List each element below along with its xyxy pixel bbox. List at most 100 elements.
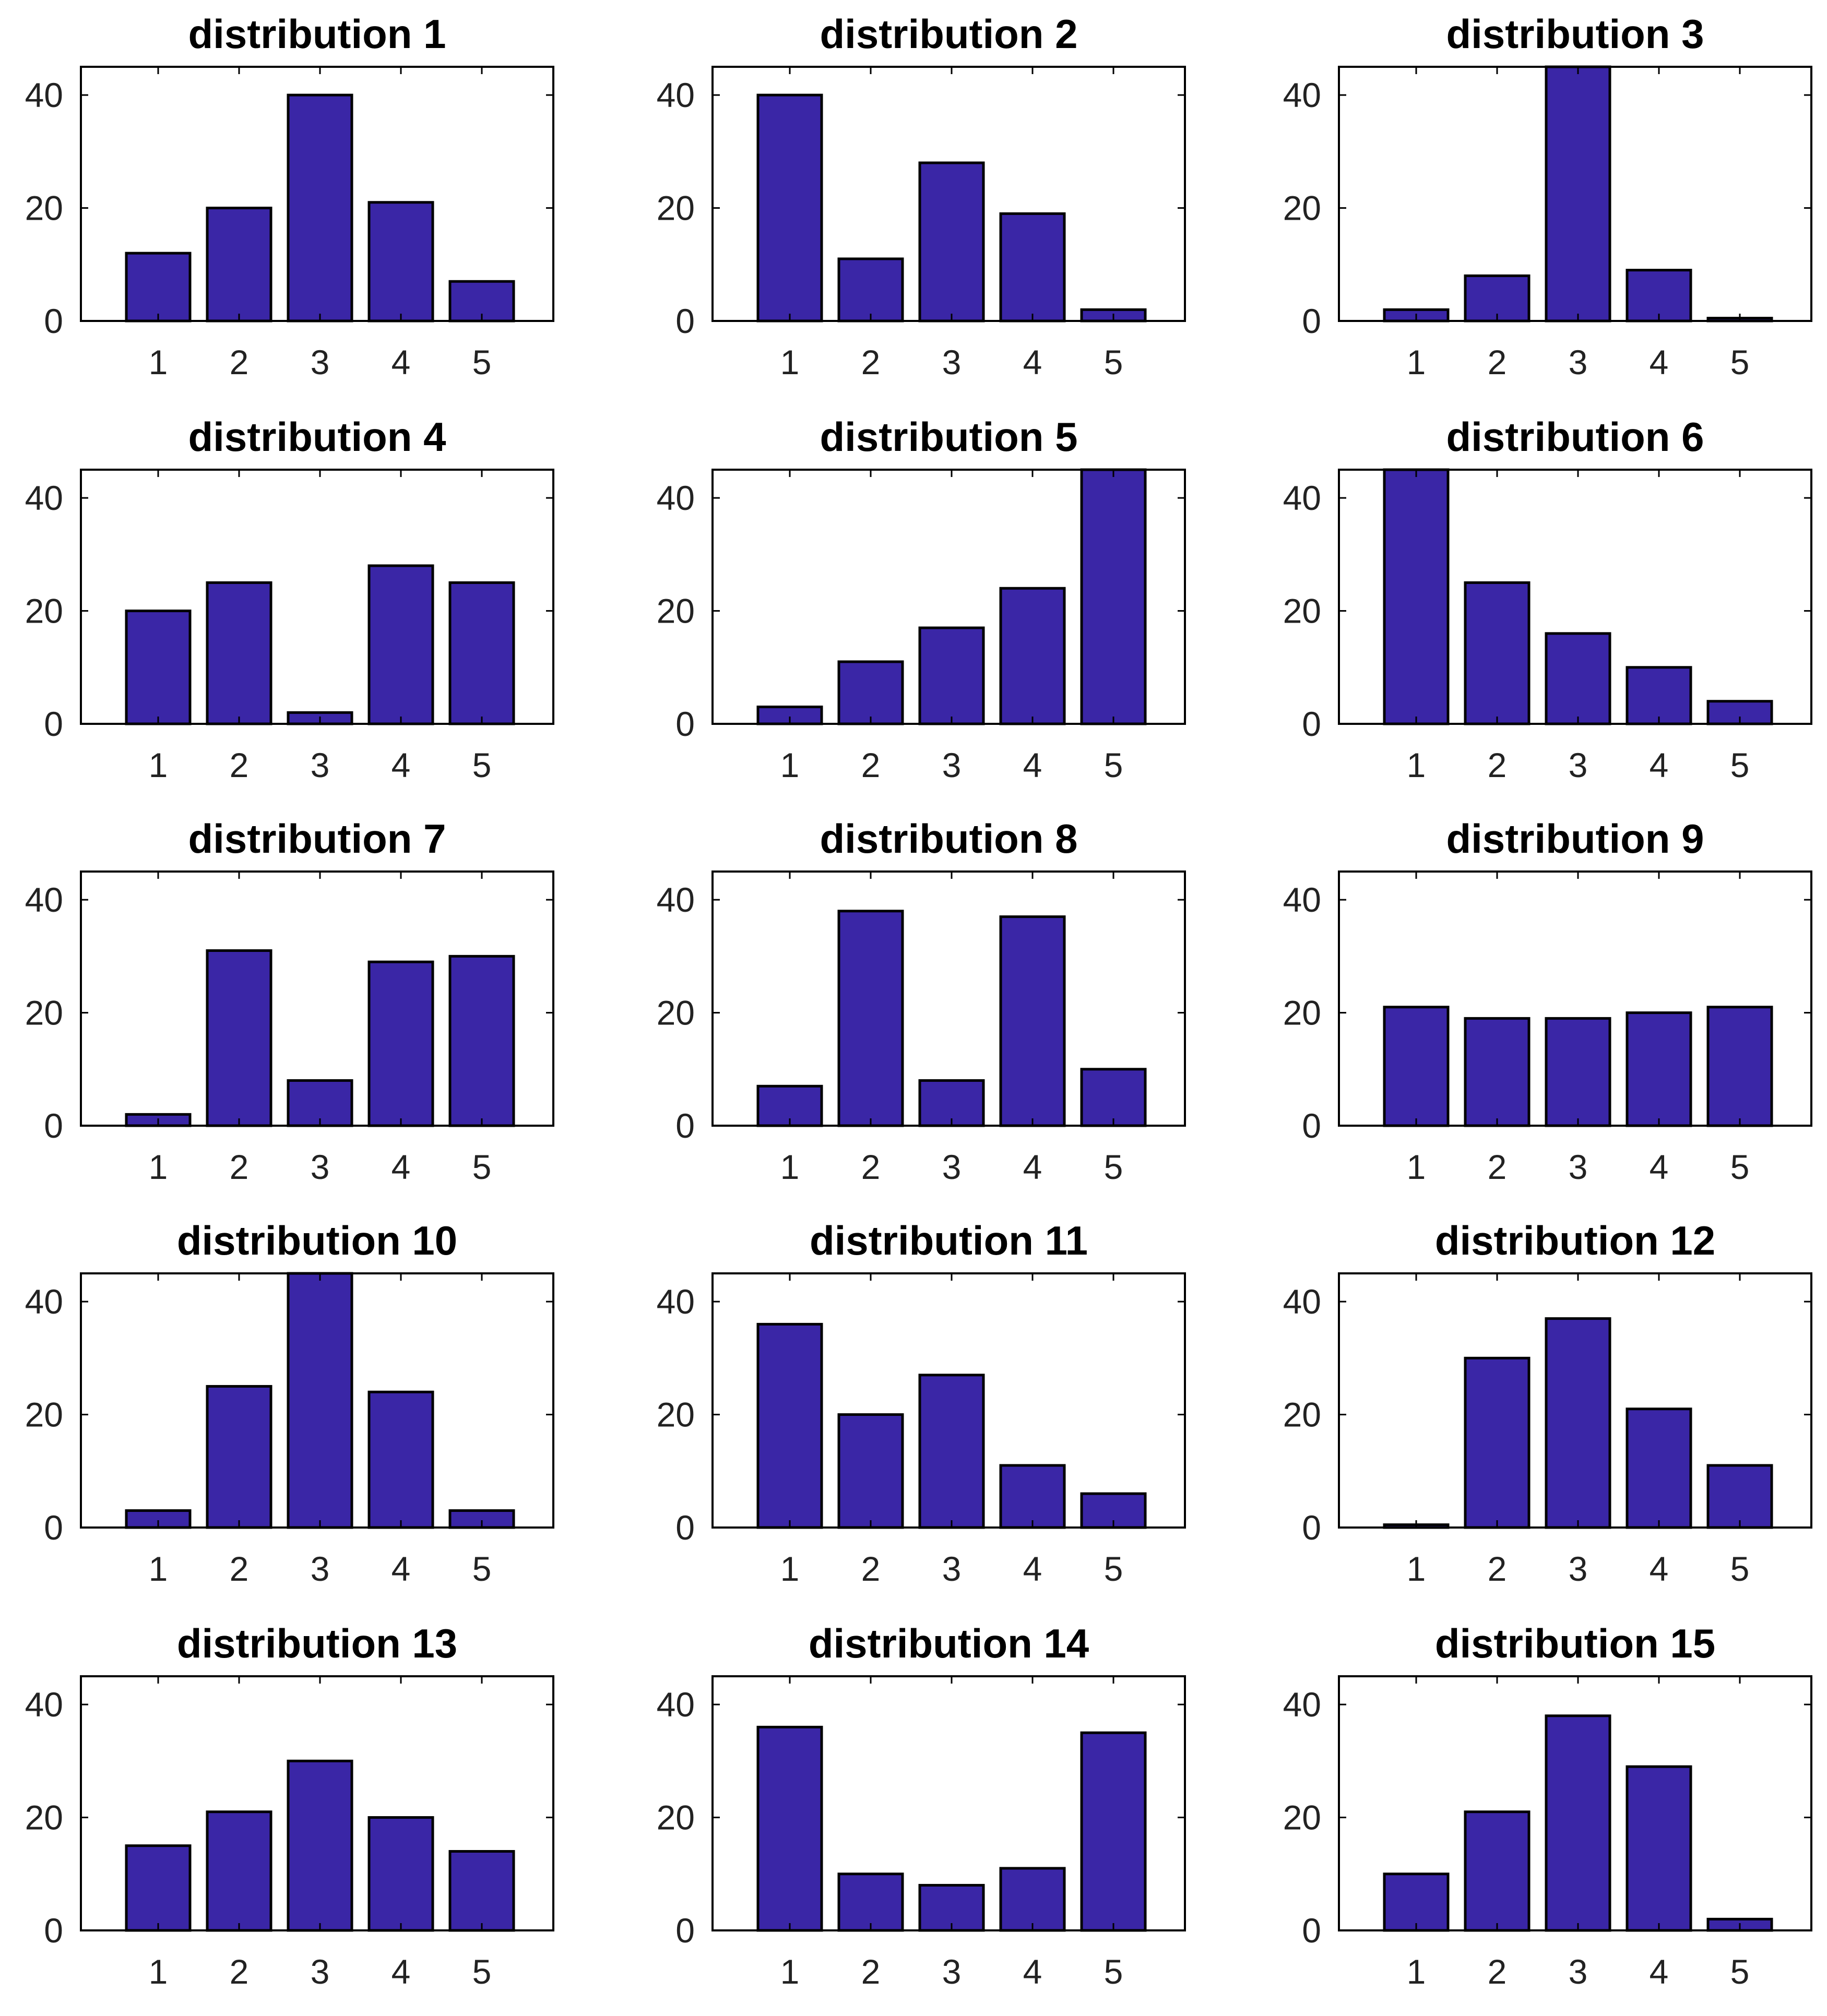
x-tick-label: 1	[780, 343, 800, 381]
bar-4	[999, 212, 1066, 323]
bar-1	[756, 1322, 823, 1529]
x-tick-label: 4	[1023, 1952, 1042, 1991]
x-tick-label: 3	[1569, 343, 1588, 381]
x-tick-label: 2	[230, 1148, 249, 1186]
panel-title: distribution 8	[820, 816, 1078, 862]
y-tick-label: 20	[1283, 1798, 1321, 1837]
y-tick-label: 40	[1283, 1685, 1321, 1724]
x-tick-label: 4	[1023, 1549, 1042, 1588]
bar-3	[918, 1079, 985, 1127]
x-tick-label: 5	[1104, 1549, 1123, 1588]
bar-4	[1626, 666, 1692, 725]
bar-4	[999, 1464, 1066, 1529]
y-tick-label: 20	[657, 994, 695, 1032]
y-tick-label: 40	[657, 76, 695, 114]
x-tick-label: 3	[942, 746, 962, 784]
y-tick-label: 40	[1283, 479, 1321, 517]
x-tick-label: 5	[1104, 1952, 1123, 1991]
bar-2	[206, 1810, 272, 1932]
x-tick-label: 2	[1488, 746, 1507, 784]
x-tick-label: 3	[311, 343, 330, 381]
y-tick-label: 40	[25, 76, 63, 114]
x-tick-label: 4	[392, 1549, 411, 1588]
x-tick-label: 2	[1488, 1148, 1507, 1186]
panel-14: distribution 14 0 20 40 1 2 3 4 5	[657, 1620, 1186, 1991]
panel-4: distribution 4 0 20 40 1 2 3 4 5	[25, 414, 554, 784]
bar-2	[1464, 581, 1531, 725]
panel-15: distribution 15 0 20 40 1 2 3 4 5	[1283, 1620, 1812, 1991]
bar-1	[1383, 1006, 1450, 1127]
x-tick-label: 4	[1650, 1549, 1669, 1588]
panel-title: distribution 5	[820, 414, 1078, 460]
y-tick-label: 40	[1283, 1282, 1321, 1321]
bar-2	[837, 660, 904, 725]
x-tick-label: 2	[230, 1549, 249, 1588]
x-tick-label: 4	[1023, 746, 1042, 784]
y-tick-label: 20	[1283, 189, 1321, 228]
panel-title: distribution 12	[1435, 1218, 1715, 1263]
bar-1	[125, 1844, 192, 1932]
bar-3	[918, 1883, 985, 1932]
x-tick-label: 5	[1104, 746, 1123, 784]
bar-4	[1626, 1765, 1692, 1932]
bar-1	[1383, 468, 1450, 725]
bar-3	[287, 93, 353, 323]
x-tick-label: 5	[1730, 1148, 1750, 1186]
x-tick-label: 4	[1023, 1148, 1042, 1186]
panel-title: distribution 4	[188, 414, 446, 460]
x-tick-label: 1	[1407, 1549, 1426, 1588]
bar-5	[1706, 1464, 1773, 1529]
bar-3	[918, 626, 985, 725]
y-tick-label: 0	[1302, 1106, 1321, 1145]
bar-4	[367, 564, 434, 725]
bar-3	[1545, 65, 1611, 323]
x-tick-label: 2	[230, 746, 249, 784]
x-tick-label: 2	[861, 1952, 881, 1991]
bar-3	[287, 1759, 353, 1932]
y-tick-label: 20	[1283, 1395, 1321, 1434]
x-tick-label: 5	[472, 1148, 492, 1186]
x-tick-label: 5	[472, 1549, 492, 1588]
panel-12: distribution 12 0 20 40 1 2 3 4 5	[1283, 1218, 1812, 1588]
y-tick-label: 0	[44, 302, 63, 340]
bar-2	[206, 581, 272, 725]
y-tick-label: 0	[675, 705, 695, 743]
x-tick-label: 4	[1650, 1148, 1669, 1186]
x-tick-label: 5	[1730, 1952, 1750, 1991]
y-tick-label: 20	[25, 994, 63, 1032]
bar-2	[206, 1385, 272, 1529]
x-tick-label: 4	[1650, 1952, 1669, 1991]
x-tick-label: 3	[1569, 1952, 1588, 1991]
y-tick-label: 0	[44, 1106, 63, 1145]
bar-4	[999, 1867, 1066, 1932]
x-tick-label: 1	[149, 343, 168, 381]
x-tick-label: 2	[1488, 343, 1507, 381]
bar-3	[287, 1272, 353, 1529]
y-tick-label: 0	[44, 705, 63, 743]
panel-title: distribution 2	[820, 11, 1078, 57]
bar-3	[918, 1374, 985, 1529]
y-tick-label: 20	[25, 1395, 63, 1434]
x-tick-label: 3	[942, 343, 962, 381]
x-tick-label: 1	[149, 1952, 168, 1991]
x-tick-label: 2	[1488, 1952, 1507, 1991]
panel-title: distribution 6	[1446, 414, 1704, 460]
x-tick-label: 1	[149, 1148, 168, 1186]
bar-1	[1383, 1872, 1450, 1932]
x-tick-label: 3	[311, 1148, 330, 1186]
bar-2	[837, 1872, 904, 1932]
bar-2	[1464, 1356, 1531, 1529]
panel-title: distribution 15	[1435, 1620, 1715, 1666]
x-tick-label: 5	[1730, 746, 1750, 784]
bar-2	[1464, 1017, 1531, 1127]
x-tick-label: 3	[942, 1549, 962, 1588]
y-tick-label: 40	[657, 1282, 695, 1321]
bar-5	[1080, 1731, 1147, 1932]
bar-2	[206, 207, 272, 323]
bar-4	[999, 587, 1066, 725]
x-tick-label: 3	[311, 746, 330, 784]
x-tick-label: 5	[1104, 1148, 1123, 1186]
bar-2	[837, 910, 904, 1127]
bar-4	[367, 1390, 434, 1529]
